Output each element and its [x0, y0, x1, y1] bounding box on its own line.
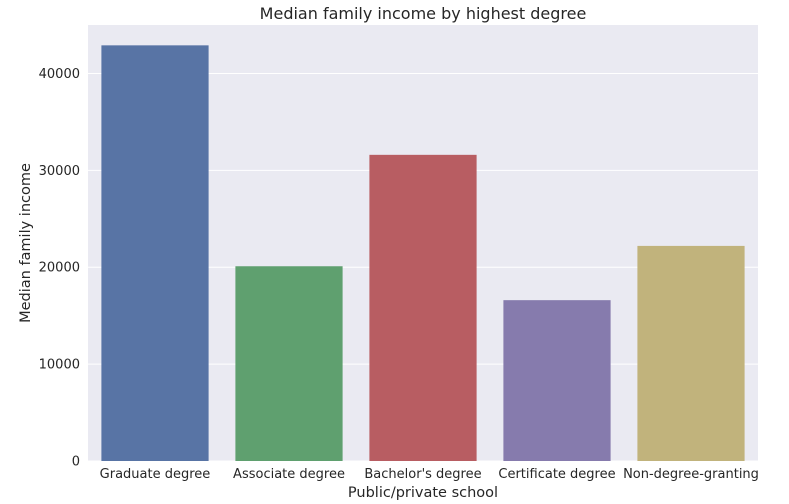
- chart-title: Median family income by highest degree: [260, 4, 587, 23]
- bar-4: [637, 245, 745, 461]
- x-tick-label: Bachelor's degree: [364, 467, 481, 482]
- y-tick-label: 0: [72, 455, 80, 470]
- x-tick-label: Associate degree: [233, 467, 345, 482]
- y-tick-label: 20000: [39, 261, 80, 276]
- y-tick-label: 30000: [39, 164, 80, 179]
- bar-3: [503, 300, 611, 461]
- y-axis-label: Median family income: [18, 163, 34, 323]
- y-tick-labels: 0 10000 20000 30000 40000: [39, 67, 80, 470]
- bar-1: [235, 266, 343, 461]
- bar-0: [101, 45, 209, 461]
- y-tick-label: 10000: [39, 358, 80, 373]
- x-axis-label: Public/private school: [348, 485, 498, 501]
- x-tick-label: Certificate degree: [498, 467, 615, 482]
- x-tick-label: Non-degree-granting: [623, 467, 759, 482]
- x-tick-labels: Graduate degree Associate degree Bachelor'…: [100, 467, 759, 482]
- bar-2: [369, 154, 477, 461]
- x-tick-label: Graduate degree: [100, 467, 211, 482]
- bars: [101, 45, 745, 461]
- y-tick-label: 40000: [39, 67, 80, 82]
